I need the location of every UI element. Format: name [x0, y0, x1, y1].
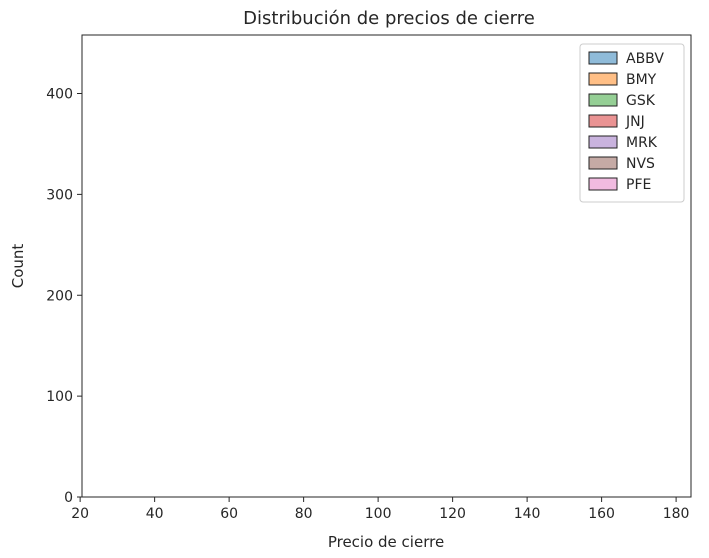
legend-label-gsk: GSK — [626, 93, 656, 109]
y-tick-label: 100 — [46, 389, 73, 405]
x-tick-label: 120 — [439, 506, 466, 522]
y-axis-label: Count — [9, 244, 27, 289]
x-tick-label: 80 — [295, 506, 313, 522]
x-tick-label: 180 — [663, 506, 690, 522]
x-tick-label: 100 — [365, 506, 392, 522]
y-axis-ticks: 0 100 200 300 400 — [46, 87, 82, 506]
legend: ABBV BMY GSK JNJ MRK NVS PFE — [579, 43, 685, 203]
legend-swatch-mrk — [588, 135, 618, 149]
legend-swatch-abbv — [588, 51, 618, 65]
x-axis-label: Precio de cierre — [328, 533, 444, 551]
legend-label-pfe: PFE — [626, 177, 651, 193]
legend-label-abbv: ABBV — [626, 51, 664, 67]
legend-swatch-bmy — [588, 72, 618, 86]
x-tick-label: 20 — [71, 506, 89, 522]
y-tick-label: 300 — [46, 187, 73, 203]
x-tick-label: 160 — [588, 506, 615, 522]
x-tick-label: 60 — [220, 506, 238, 522]
x-tick-label: 40 — [146, 506, 164, 522]
y-tick-label: 400 — [46, 87, 73, 103]
plot-frame — [81, 34, 692, 498]
legend-label-mrk: MRK — [626, 135, 658, 151]
legend-swatch-pfe — [588, 177, 618, 191]
chart-title: Distribución de precios de cierre — [243, 8, 535, 29]
legend-label-bmy: BMY — [626, 72, 657, 88]
legend-label-jnj: JNJ — [625, 114, 645, 130]
x-axis-ticks: 20 40 60 80 100 120 140 160 180 — [71, 497, 689, 522]
y-tick-label: 200 — [46, 288, 73, 304]
legend-swatch-gsk — [588, 93, 618, 107]
legend-swatch-nvs — [588, 156, 618, 170]
legend-swatch-jnj — [588, 114, 618, 128]
legend-label-nvs: NVS — [626, 156, 655, 172]
x-tick-label: 140 — [514, 506, 541, 522]
y-tick-label: 0 — [64, 490, 73, 506]
